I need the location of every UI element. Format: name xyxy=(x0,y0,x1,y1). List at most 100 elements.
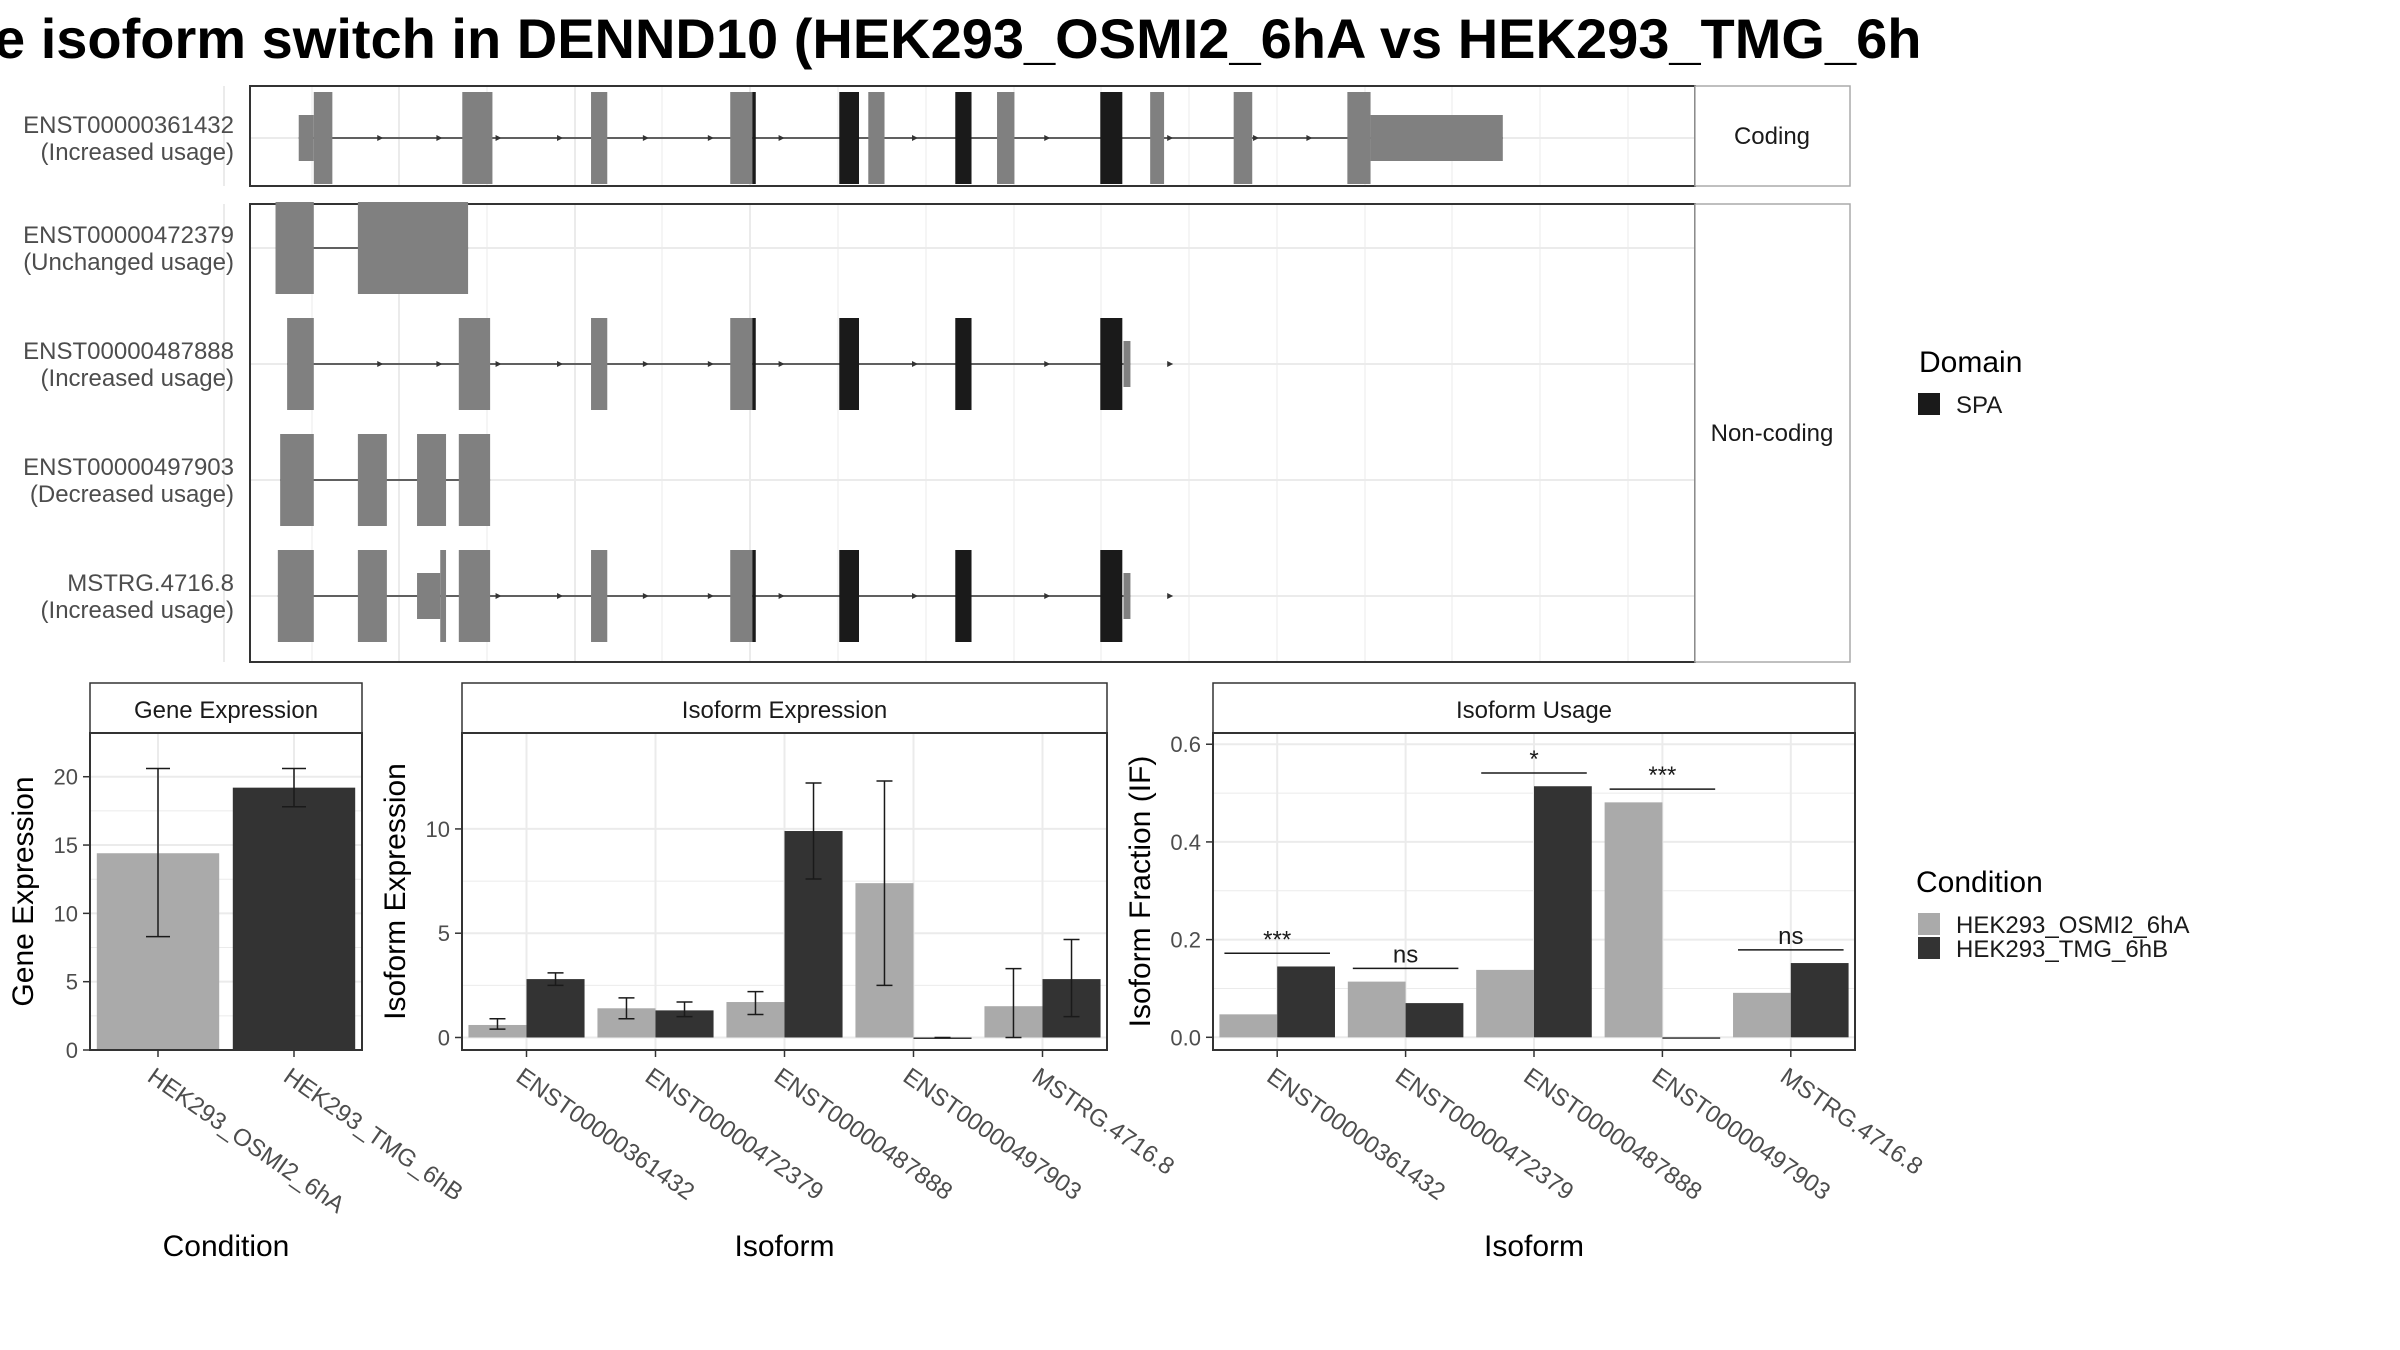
strand-arrow xyxy=(778,361,785,367)
significance-label: ns xyxy=(1393,941,1418,968)
exon-block xyxy=(730,550,753,642)
domain-legend: Domain SPA xyxy=(1918,346,2022,419)
strand-arrow xyxy=(642,361,649,367)
spa-domain-block xyxy=(955,92,972,184)
bar-tmg xyxy=(1534,786,1592,1038)
strand-arrow xyxy=(642,135,649,141)
strand-arrow xyxy=(1253,135,1260,141)
strand-arrow xyxy=(436,135,443,141)
condition-legend-key-osmi xyxy=(1918,913,1940,935)
y-tick-label: 0.4 xyxy=(1170,830,1201,855)
y-tick-label: 0 xyxy=(66,1038,78,1063)
strand-arrow xyxy=(912,593,918,599)
significance-label: * xyxy=(1529,746,1538,773)
exon-block xyxy=(417,573,441,619)
spa-domain-block xyxy=(1100,92,1123,184)
transcript-id-label: ENST00000361432 xyxy=(23,112,234,139)
exon-block xyxy=(462,92,493,184)
domain-legend-key-spa xyxy=(1918,393,1940,415)
condition-legend-label-tmg: HEK293_TMG_6hB xyxy=(1956,936,2168,963)
domain-legend-title: Domain xyxy=(1919,346,2022,379)
spa-domain-block xyxy=(839,318,859,410)
exon-block xyxy=(591,92,608,184)
y-tick-label: 0.0 xyxy=(1170,1025,1201,1050)
transcript-row: ENST00000497903(Decreased usage) xyxy=(23,434,491,526)
exon-block xyxy=(868,92,885,184)
strand-arrow xyxy=(707,593,714,599)
panel-strip-title: Isoform Usage xyxy=(1456,697,1612,724)
significance-label: *** xyxy=(1263,926,1291,953)
panel-strip xyxy=(89,682,363,734)
transcript-id-label: ENST00000472379 xyxy=(23,222,234,249)
exon-block xyxy=(440,550,447,642)
exon-block xyxy=(730,318,753,410)
transcript-row: MSTRG.4716.8(Increased usage) xyxy=(41,550,1174,642)
strand-arrow xyxy=(1167,135,1174,141)
transcript-row: ENST00000361432(Increased usage) xyxy=(23,92,1503,184)
condition-legend-key-tmg xyxy=(1918,937,1940,959)
strand-arrow xyxy=(1044,135,1051,141)
y-tick-label: 15 xyxy=(54,833,78,858)
domain-legend-label-spa: SPA xyxy=(1956,392,2002,419)
bar-osmi xyxy=(1219,1014,1278,1038)
y-tick-label: 0.2 xyxy=(1170,928,1201,953)
strand-arrow xyxy=(495,361,502,367)
exon-block xyxy=(277,550,314,642)
strand-arrow xyxy=(1167,361,1174,367)
bar-tmg xyxy=(1405,1003,1464,1038)
y-axis-title: Isoform Expression xyxy=(379,763,412,1020)
spa-domain-block xyxy=(839,550,859,642)
x-axis-title: Isoform xyxy=(734,1230,834,1263)
y-tick-label: 5 xyxy=(66,970,78,995)
exon-block xyxy=(730,92,753,184)
spa-domain-block xyxy=(752,92,756,184)
exon-block xyxy=(298,115,314,161)
exon-block xyxy=(280,434,314,526)
transcript-id-label: ENST00000487888 xyxy=(23,338,234,365)
transcript-usage-label: (Increased usage) xyxy=(41,597,234,624)
panel-strip-title: Gene Expression xyxy=(134,697,318,724)
panel-strip xyxy=(461,682,1108,734)
strand-arrow xyxy=(495,593,502,599)
panel-strip-title: Isoform Expression xyxy=(682,697,887,724)
spa-domain-block xyxy=(1100,318,1123,410)
bar-osmi xyxy=(1476,969,1534,1038)
bar-osmi xyxy=(468,1024,527,1038)
exon-block xyxy=(1370,115,1503,161)
strand-arrow xyxy=(912,135,918,141)
transcript-row: ENST00000472379(Unchanged usage) xyxy=(23,202,469,294)
strand-arrow xyxy=(707,361,714,367)
spa-domain-block xyxy=(839,92,859,184)
exon-block xyxy=(357,434,387,526)
bar-osmi xyxy=(1733,992,1791,1038)
y-axis-title: Gene Expression xyxy=(7,776,40,1006)
exon-block xyxy=(275,202,314,294)
panel-strip xyxy=(1212,682,1856,734)
y-axis-title: Isoform Fraction (IF) xyxy=(1124,756,1157,1028)
exon-block xyxy=(458,318,491,410)
bar-tmg xyxy=(526,979,585,1038)
exon-block xyxy=(458,434,491,526)
transcript-id-label: MSTRG.4716.8 xyxy=(67,570,234,597)
exon-block xyxy=(417,434,447,526)
exon-block xyxy=(357,202,469,294)
exon-block xyxy=(1150,92,1165,184)
spa-domain-block xyxy=(1100,550,1123,642)
x-axis-title: Isoform xyxy=(1484,1230,1584,1263)
exon-block xyxy=(1233,92,1253,184)
strand-arrow xyxy=(912,361,918,367)
strand-arrow xyxy=(557,135,564,141)
panel-border xyxy=(89,732,363,1051)
condition-legend: Condition HEK293_OSMI2_6hA HEK293_TMG_6h… xyxy=(1916,866,2189,963)
spa-domain-block xyxy=(752,550,756,642)
strand-arrow xyxy=(778,135,785,141)
facet-strip xyxy=(1694,203,1851,663)
exon-block xyxy=(997,92,1015,184)
spa-domain-block xyxy=(955,318,972,410)
exon-block xyxy=(1123,573,1131,619)
significance-label: *** xyxy=(1648,762,1676,789)
strand-arrow xyxy=(377,361,384,367)
transcript-row: ENST00000487888(Increased usage) xyxy=(23,318,1174,410)
